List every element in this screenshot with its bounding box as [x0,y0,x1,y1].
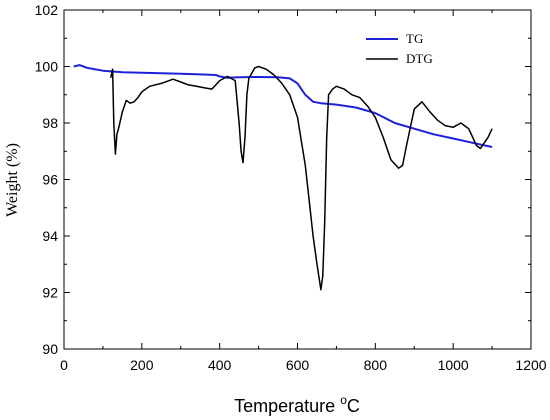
x-tick-label: 600 [286,357,310,373]
y-tick-label: 100 [35,59,59,75]
series-layer [73,64,493,291]
y-tick-label: 102 [35,2,59,18]
x-tick-label: 1200 [515,357,546,373]
series-line-dtg [109,65,493,291]
y-tick-label: 96 [42,172,58,188]
ticks [63,9,532,350]
legend-tg-label: TG [406,31,423,46]
x-axis-unit-degree: o [340,393,347,407]
y-tick-label: 94 [42,228,58,244]
tick-labels: 0 200 400 600 800 1000 1200 90 92 94 96 98 100 102 [35,2,547,373]
y-tick-label: 98 [42,115,58,131]
x-tick-label: 1000 [438,357,469,373]
y-axis-title: Weight (%) [4,143,21,217]
x-tick-label: 0 [60,357,68,373]
series-line-tg [73,64,493,148]
x-tick-label: 800 [364,357,388,373]
y-tick-label: 90 [42,341,58,357]
legend: TG DTG [366,31,433,66]
y-tick-label: 92 [42,285,58,301]
legend-dtg-label: DTG [406,51,433,66]
x-axis-title-text: Temperature [234,396,335,416]
x-tick-label: 200 [130,357,154,373]
x-axis-title: Temperature oC [234,393,360,416]
plot-frame [63,9,532,350]
x-axis-unit: C [347,396,360,416]
x-tick-label: 400 [208,357,232,373]
